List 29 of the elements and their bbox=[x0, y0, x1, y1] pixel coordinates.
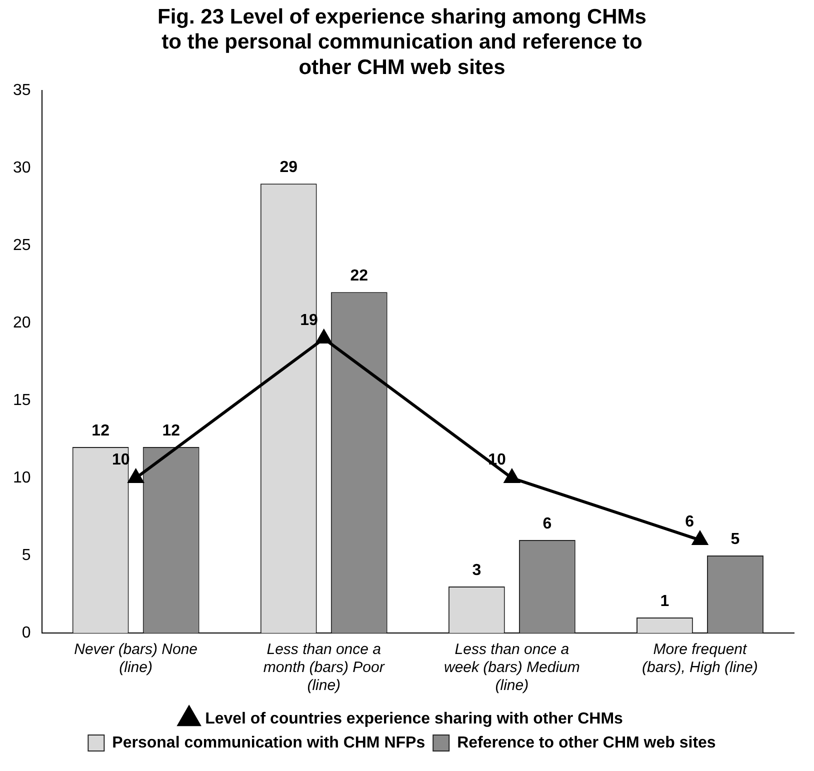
y-tick-label: 5 bbox=[22, 546, 31, 564]
chart-title: Fig. 23 Level of experience sharing among CHMs to the personal communication and reference to other CHM web sites bbox=[158, 5, 646, 79]
y-tick-label: 15 bbox=[13, 392, 31, 409]
data-label: 12 bbox=[162, 422, 180, 440]
y-tick-label: 25 bbox=[13, 236, 31, 254]
data-label: 5 bbox=[730, 530, 740, 548]
y-tick-label: 35 bbox=[13, 82, 31, 100]
data-label: 12 bbox=[92, 422, 110, 440]
y-tick-label: 0 bbox=[22, 624, 31, 642]
data-label: 6 bbox=[685, 513, 694, 530]
x-tick-label: Less than once a week (bars) Medium (line) bbox=[444, 641, 580, 694]
point bbox=[504, 470, 520, 484]
legend-label: Reference to other CHM web sites bbox=[457, 734, 716, 752]
y-tick-label: 10 bbox=[13, 469, 31, 486]
legend-label: Personal communication with CHM NFPs bbox=[112, 734, 426, 752]
point bbox=[128, 470, 144, 484]
point bbox=[316, 330, 332, 344]
data-label: 3 bbox=[472, 562, 482, 579]
data-label: 29 bbox=[280, 158, 298, 176]
data-label: 1 bbox=[660, 592, 670, 610]
data-label: 6 bbox=[542, 515, 552, 532]
x-tick-label: More frequent (bars), High (line) bbox=[642, 641, 758, 676]
data-label: 22 bbox=[350, 267, 368, 284]
x-tick-label: Never (bars) None (line) bbox=[74, 641, 198, 676]
y-tick-label: 30 bbox=[13, 159, 31, 176]
x-tick-label: Less than once a month (bars) Poor (line) bbox=[263, 641, 386, 694]
y-tick-label: 20 bbox=[13, 314, 31, 332]
point bbox=[692, 532, 708, 546]
legend-label: Level of countries experience sharing with other CHMs bbox=[205, 710, 624, 728]
